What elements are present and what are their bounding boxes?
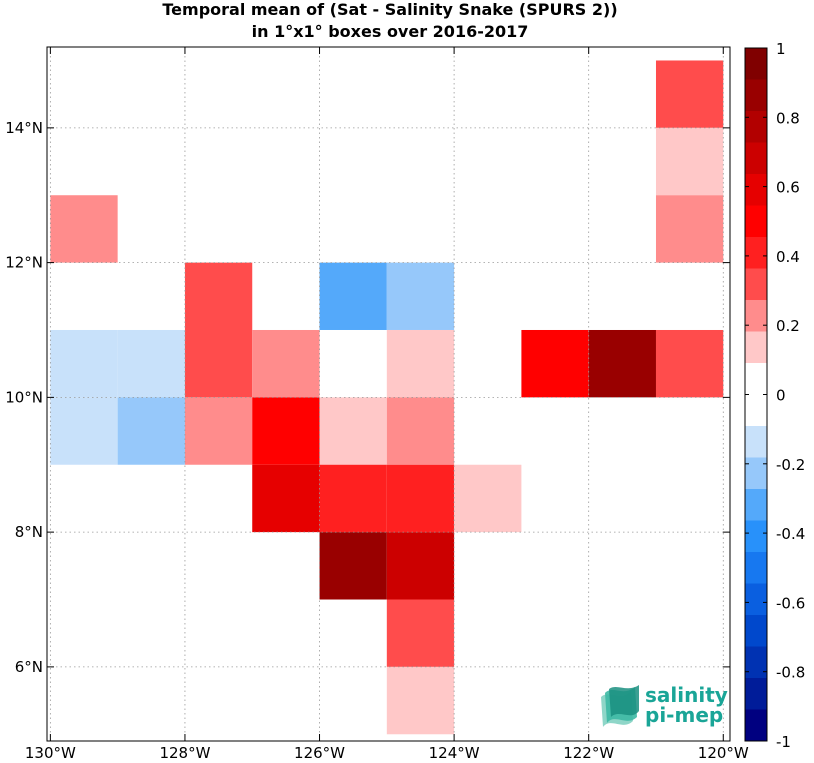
heatmap-cell [386, 329, 455, 398]
heatmap-cell [386, 397, 455, 465]
heatmap-cell [655, 195, 724, 263]
y-tick-label: 6°N [15, 658, 43, 676]
colorbar-segment [745, 79, 767, 112]
colorbar-segment [745, 237, 767, 269]
heatmap-cell [319, 397, 387, 465]
chart-title-line-1: Temporal mean of (Sat - Salinity Snake (… [162, 0, 618, 19]
heatmap-cell [588, 329, 656, 398]
colorbar-segment [745, 709, 767, 742]
colorbar-segment [745, 300, 767, 332]
heatmap-cell [386, 599, 455, 667]
heatmap-cell [386, 262, 455, 330]
y-tick-label: 12°N [5, 254, 43, 272]
colorbar-tick-label: -0.4 [776, 525, 805, 543]
chart-title-line-2: in 1°x1° boxes over 2016-2017 [251, 22, 529, 41]
colorbar-segment [745, 331, 767, 364]
colorbar-segment [745, 48, 767, 80]
colorbar-tick-label: 1 [776, 40, 786, 58]
colorbar-segment [745, 426, 767, 458]
gridlines [47, 47, 730, 741]
heatmap-cell [50, 195, 118, 263]
colorbar-segment [745, 111, 767, 143]
colorbar-segment [745, 142, 767, 175]
colorbar-segment [745, 394, 767, 427]
colorbar-tick-label: 0 [776, 387, 786, 405]
colorbar-tick-label: -0.8 [776, 664, 805, 682]
colorbar-segment [745, 489, 767, 521]
heatmap-cell [252, 397, 320, 465]
colorbar-segment [745, 520, 767, 553]
colorbar-segment [745, 678, 767, 710]
y-tick-label: 8°N [15, 523, 43, 541]
colorbar-tick-label: 0.2 [776, 317, 800, 335]
heatmap-cell [655, 127, 724, 196]
heatmap-cell [50, 397, 118, 465]
heatmap-cell [252, 329, 320, 398]
x-tick-label: 124°W [429, 744, 480, 762]
heatmap-cell [386, 666, 455, 735]
heatmap-cell [386, 532, 455, 600]
colorbar-segment [745, 615, 767, 647]
heatmap-cell [655, 329, 724, 398]
x-tick-label: 120°W [698, 744, 749, 762]
colorbar-tick-label: -0.2 [776, 456, 805, 474]
heatmap-cell [319, 464, 387, 533]
colorbar-tick-label: 0.8 [776, 109, 800, 127]
x-tick-label: 122°W [563, 744, 614, 762]
plot-frame [46, 46, 731, 742]
x-tick-label: 130°W [25, 744, 76, 762]
colorbar-segment [745, 268, 767, 301]
heatmap-cell [319, 532, 387, 600]
colorbar-segment [745, 552, 767, 584]
heatmap-cell [184, 329, 253, 398]
heatmap-cell [386, 464, 455, 533]
heatmap-cell [117, 397, 185, 465]
logo-text-pimep: pi-mep [645, 703, 724, 727]
heatmap-cell [184, 262, 253, 330]
y-tick-label: 14°N [5, 119, 43, 137]
salinity-pimep-logo: salinity pi-mep [597, 683, 737, 733]
colorbar-tick-label: -1 [776, 733, 791, 751]
x-tick-label: 128°W [159, 744, 210, 762]
heatmap-cell [184, 397, 253, 465]
heatmap-cell [521, 329, 589, 398]
heatmap-cell [319, 262, 387, 330]
heatmap-cell [454, 464, 522, 533]
colorbar-tick-label: 0.6 [776, 179, 800, 197]
axis-ticks: 130°W 128°W 126°W 124°W 122°W 120°W 6°N 8°N 10°N… [5, 47, 749, 762]
heatmap-cell [252, 464, 320, 533]
colorbar: 1 0.8 0.6 0.4 0.2 0 -0.2 -0.4 -0.6 -0.8 -1 [744, 40, 805, 751]
colorbar-segment [745, 583, 767, 616]
logo-text-salinity: salinity [645, 683, 728, 707]
x-tick-label: 126°W [294, 744, 345, 762]
wave-logo-icon [601, 685, 639, 727]
heatmap-cell [117, 329, 185, 398]
colorbar-segment [745, 646, 767, 679]
colorbar-segment [745, 205, 767, 238]
colorbar-segment [745, 457, 767, 490]
colorbar-segment [745, 363, 767, 395]
colorbar-tick-label: 0.4 [776, 248, 800, 266]
colorbar-segment [745, 174, 767, 206]
heatmap-cells [50, 60, 724, 735]
y-tick-label: 10°N [5, 388, 43, 406]
heatmap-cell [50, 329, 118, 398]
colorbar-tick-label: -0.6 [776, 594, 805, 612]
heatmap-cell [655, 60, 724, 128]
